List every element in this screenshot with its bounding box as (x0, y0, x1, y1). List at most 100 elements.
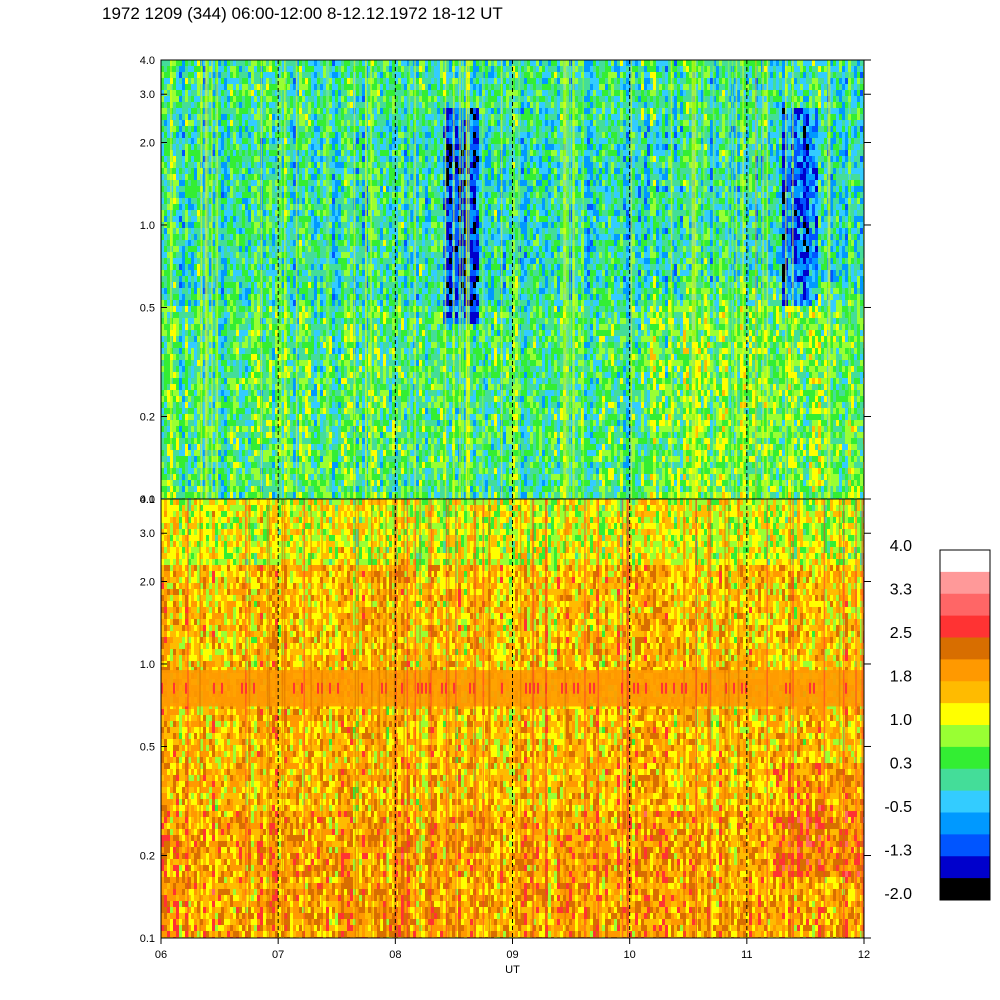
heatmap-cell (209, 426, 212, 432)
heatmap-cell (179, 390, 182, 396)
heatmap-cell (275, 396, 278, 402)
heatmap-cell (323, 252, 326, 258)
heatmap-cell (176, 450, 179, 456)
heatmap-cell (182, 156, 185, 162)
heatmap-cell (251, 348, 254, 354)
heatmap-cell (194, 186, 197, 192)
heatmap-cell (332, 456, 335, 462)
heatmap-cell (293, 108, 296, 114)
heatmap-cell (203, 414, 206, 420)
heatmap-cell (239, 408, 242, 414)
heatmap-cell (212, 60, 215, 66)
heatmap-cell (314, 450, 317, 456)
heatmap-cell (239, 84, 242, 90)
heatmap-cell (263, 354, 266, 360)
heatmap-cell (188, 258, 191, 264)
heatmap-cell (245, 186, 248, 192)
heatmap-cell (161, 288, 164, 294)
heatmap-cell (224, 102, 227, 108)
heatmap-cell (344, 276, 347, 282)
heatmap-cell (164, 318, 167, 324)
heatmap-cell (287, 96, 290, 102)
heatmap-cell (227, 372, 230, 378)
heatmap-cell (194, 162, 197, 168)
heatmap-cell (230, 408, 233, 414)
heatmap-cell (362, 144, 365, 150)
heatmap-cell (242, 90, 245, 96)
heatmap-cell (350, 78, 353, 84)
heatmap-cell (194, 318, 197, 324)
heatmap-cell (191, 66, 194, 72)
heatmap-cell (314, 150, 317, 156)
heatmap-cell (341, 450, 344, 456)
heatmap-cell (176, 216, 179, 222)
heatmap-cell (236, 342, 239, 348)
heatmap-cell (263, 468, 266, 474)
heatmap-cell (194, 84, 197, 90)
heatmap-cell (266, 96, 269, 102)
heatmap-cell (323, 60, 326, 66)
heatmap-cell (209, 138, 212, 144)
heatmap-cell (341, 66, 344, 72)
heatmap-cell (308, 258, 311, 264)
heatmap-cell (167, 438, 170, 444)
heatmap-cell (302, 378, 305, 384)
heatmap-cell (230, 282, 233, 288)
heatmap-cell (317, 342, 320, 348)
heatmap-cell (176, 234, 179, 240)
heatmap-cell (224, 90, 227, 96)
heatmap-cell (224, 258, 227, 264)
heatmap-cell (221, 234, 224, 240)
heatmap-cell (287, 444, 290, 450)
heatmap-cell (269, 270, 272, 276)
heatmap-cell (251, 66, 254, 72)
heatmap-cell (236, 84, 239, 90)
heatmap-cell (323, 126, 326, 132)
heatmap-cell (332, 156, 335, 162)
heatmap-cell (197, 426, 200, 432)
heatmap-cell (305, 330, 308, 336)
heatmap-cell (281, 300, 284, 306)
heatmap-cell (254, 174, 257, 180)
heatmap-cell (275, 294, 278, 300)
heatmap-cell (224, 462, 227, 468)
heatmap-cell (263, 210, 266, 216)
heatmap-cell (164, 126, 167, 132)
heatmap-cell (188, 360, 191, 366)
heatmap-cell (257, 402, 260, 408)
heatmap-cell (185, 78, 188, 84)
heatmap-cell (254, 450, 257, 456)
heatmap-cell (179, 84, 182, 90)
heatmap-cell (293, 318, 296, 324)
heatmap-cell (332, 312, 335, 318)
heatmap-cell (194, 198, 197, 204)
heatmap-cell (272, 156, 275, 162)
heatmap-cell (203, 252, 206, 258)
heatmap-cell (197, 312, 200, 318)
heatmap-cell (329, 396, 332, 402)
heatmap-cell (212, 282, 215, 288)
heatmap-cell (218, 174, 221, 180)
heatmap-cell (212, 294, 215, 300)
heatmap-cell (347, 150, 350, 156)
heatmap-cell (203, 306, 206, 312)
heatmap-cell (218, 468, 221, 474)
heatmap-cell (167, 78, 170, 84)
heatmap-cell (203, 420, 206, 426)
heatmap-cell (224, 288, 227, 294)
heatmap-cell (224, 420, 227, 426)
heatmap-cell (242, 378, 245, 384)
heatmap-cell (251, 372, 254, 378)
heatmap-cell (332, 144, 335, 150)
heatmap-cell (161, 168, 164, 174)
heatmap-cell (188, 270, 191, 276)
heatmap-cell (194, 288, 197, 294)
heatmap-cell (188, 342, 191, 348)
heatmap-cell (194, 414, 197, 420)
heatmap-cell (188, 216, 191, 222)
heatmap-cell (359, 66, 362, 72)
heatmap-cell (275, 84, 278, 90)
heatmap-cell (167, 474, 170, 480)
heatmap-cell (197, 144, 200, 150)
heatmap-cell (287, 162, 290, 168)
